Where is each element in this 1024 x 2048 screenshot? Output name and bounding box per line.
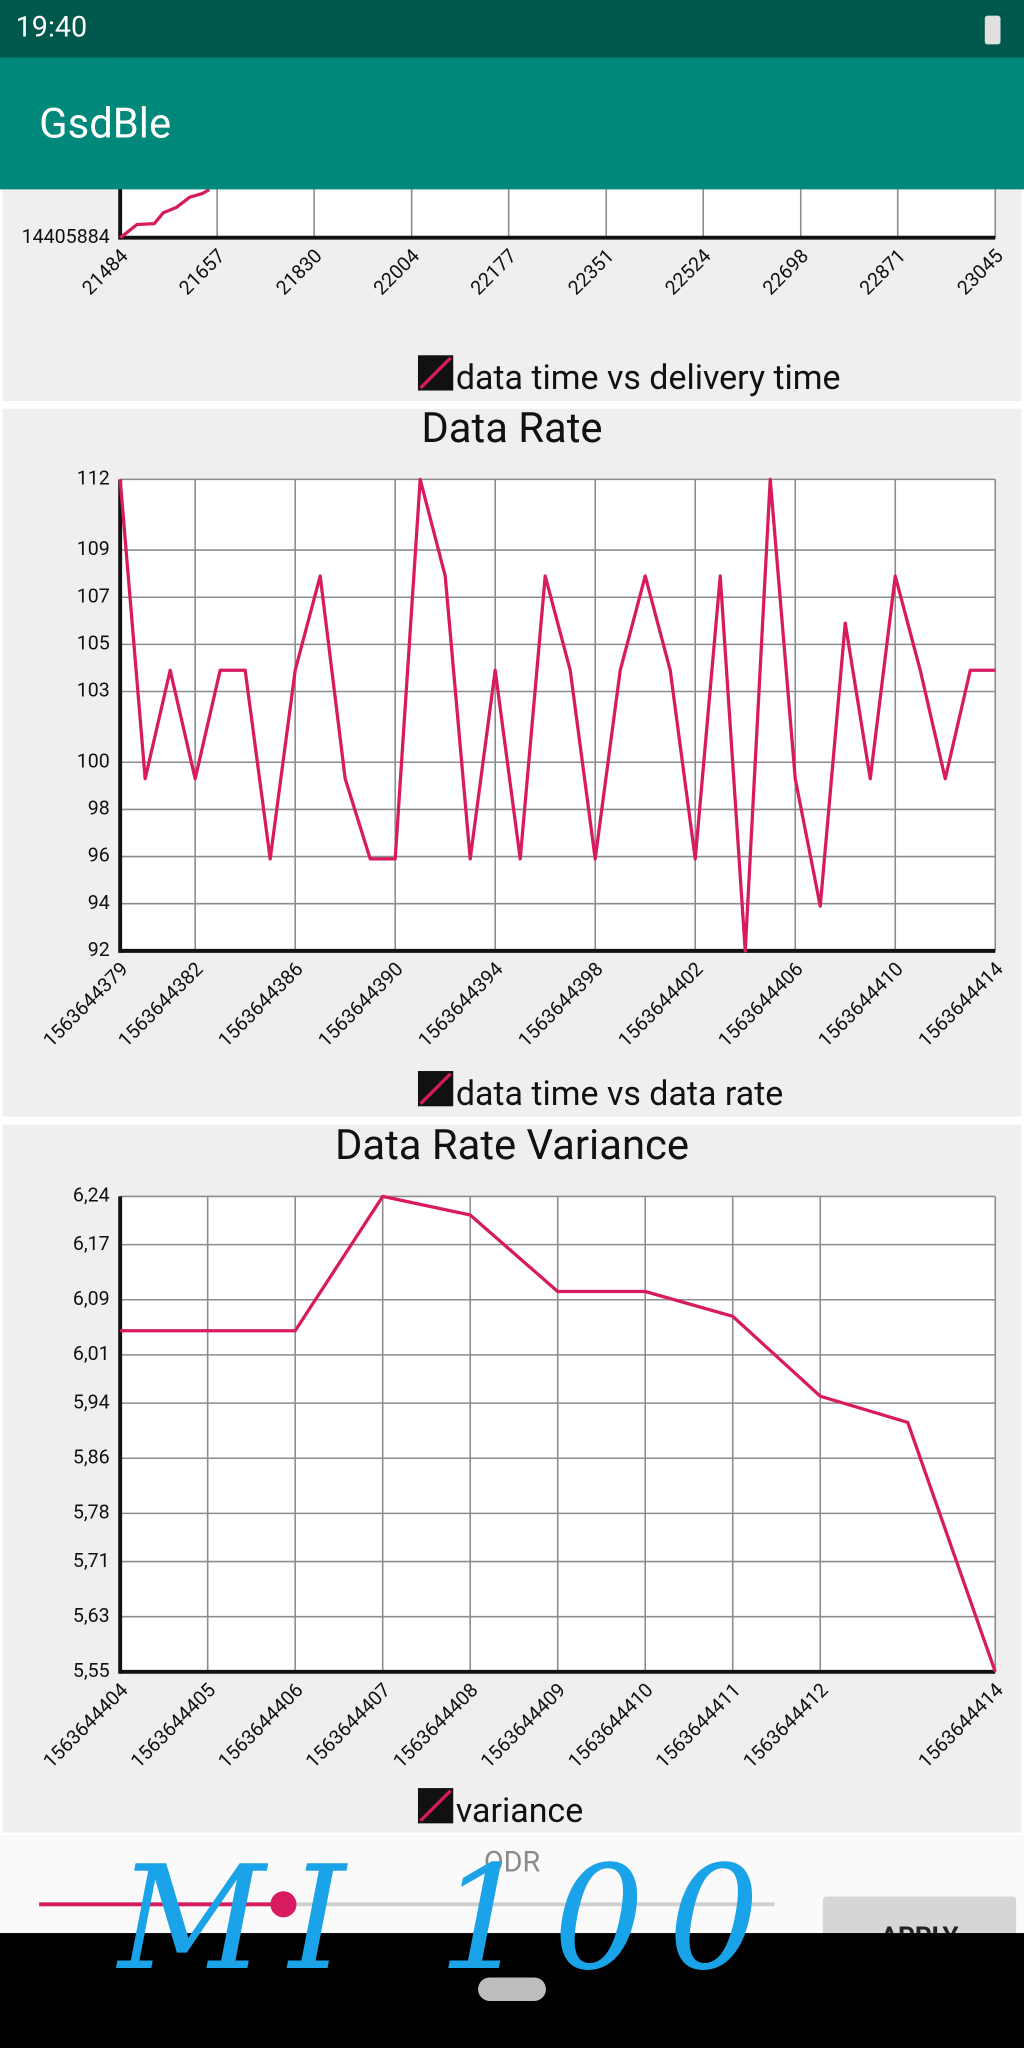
y-tick-label: 107 [77,584,110,607]
y-tick-label: 105 [77,632,110,655]
y-tick-label: 100 [77,749,110,772]
data-line [120,1194,997,1673]
plot-area [120,479,996,951]
y-tick-label: 109 [77,537,110,560]
chart-title: Data Rate Variance [335,1121,689,1170]
y-tick-label: 5,55 [73,1659,110,1682]
status-time: 19:40 [16,10,88,44]
y-tick-label: 6,17 [73,1232,110,1255]
y-tick-label: 92 [88,938,110,961]
app-bar [0,57,1024,190]
y-tick-label: 6,01 [73,1342,110,1365]
legend-label: data time vs delivery time [456,359,841,398]
y-tick-label: 14405884 [22,225,110,248]
chart-title: Data Rate [421,404,602,453]
y-tick-label: 5,71 [73,1549,110,1572]
y-tick-label: 5,63 [73,1604,110,1627]
app-title: GsdBle [39,100,171,149]
y-tick-label: 5,78 [73,1501,110,1524]
legend-swatch-line [419,356,452,390]
legend-label: data time vs data rate [456,1075,783,1114]
legend-label: variance [456,1792,583,1831]
y-tick-label: 96 [88,844,110,867]
slider-thumb[interactable] [270,1891,297,1918]
y-tick-label: 6,24 [73,1184,110,1207]
home-handle[interactable] [478,1977,546,2001]
y-tick-label: 5,86 [73,1445,110,1468]
status-bar [0,0,1024,58]
y-tick-label: 112 [77,467,110,490]
legend-swatch-line [419,1789,452,1822]
data-line [118,477,996,953]
y-tick-label: 98 [88,797,110,820]
handwritten-annotation: MI 100 [115,1835,783,2002]
battery-icon [984,15,1001,45]
chart: Data Rate9294969810010310510710911215636… [2,404,1022,1117]
y-tick-label: 94 [88,891,110,914]
y-tick-label: 5,94 [73,1390,110,1413]
data-line [119,188,211,240]
chart: Data Rate Variance 5,55 5,63 5,71 5,78 5,86 5,… [2,1121,1022,1833]
slider-label: ODR [484,1845,541,1879]
y-tick-label: 6,09 [73,1287,110,1310]
legend-swatch-line [419,1072,452,1105]
y-tick-label: 103 [77,679,110,702]
